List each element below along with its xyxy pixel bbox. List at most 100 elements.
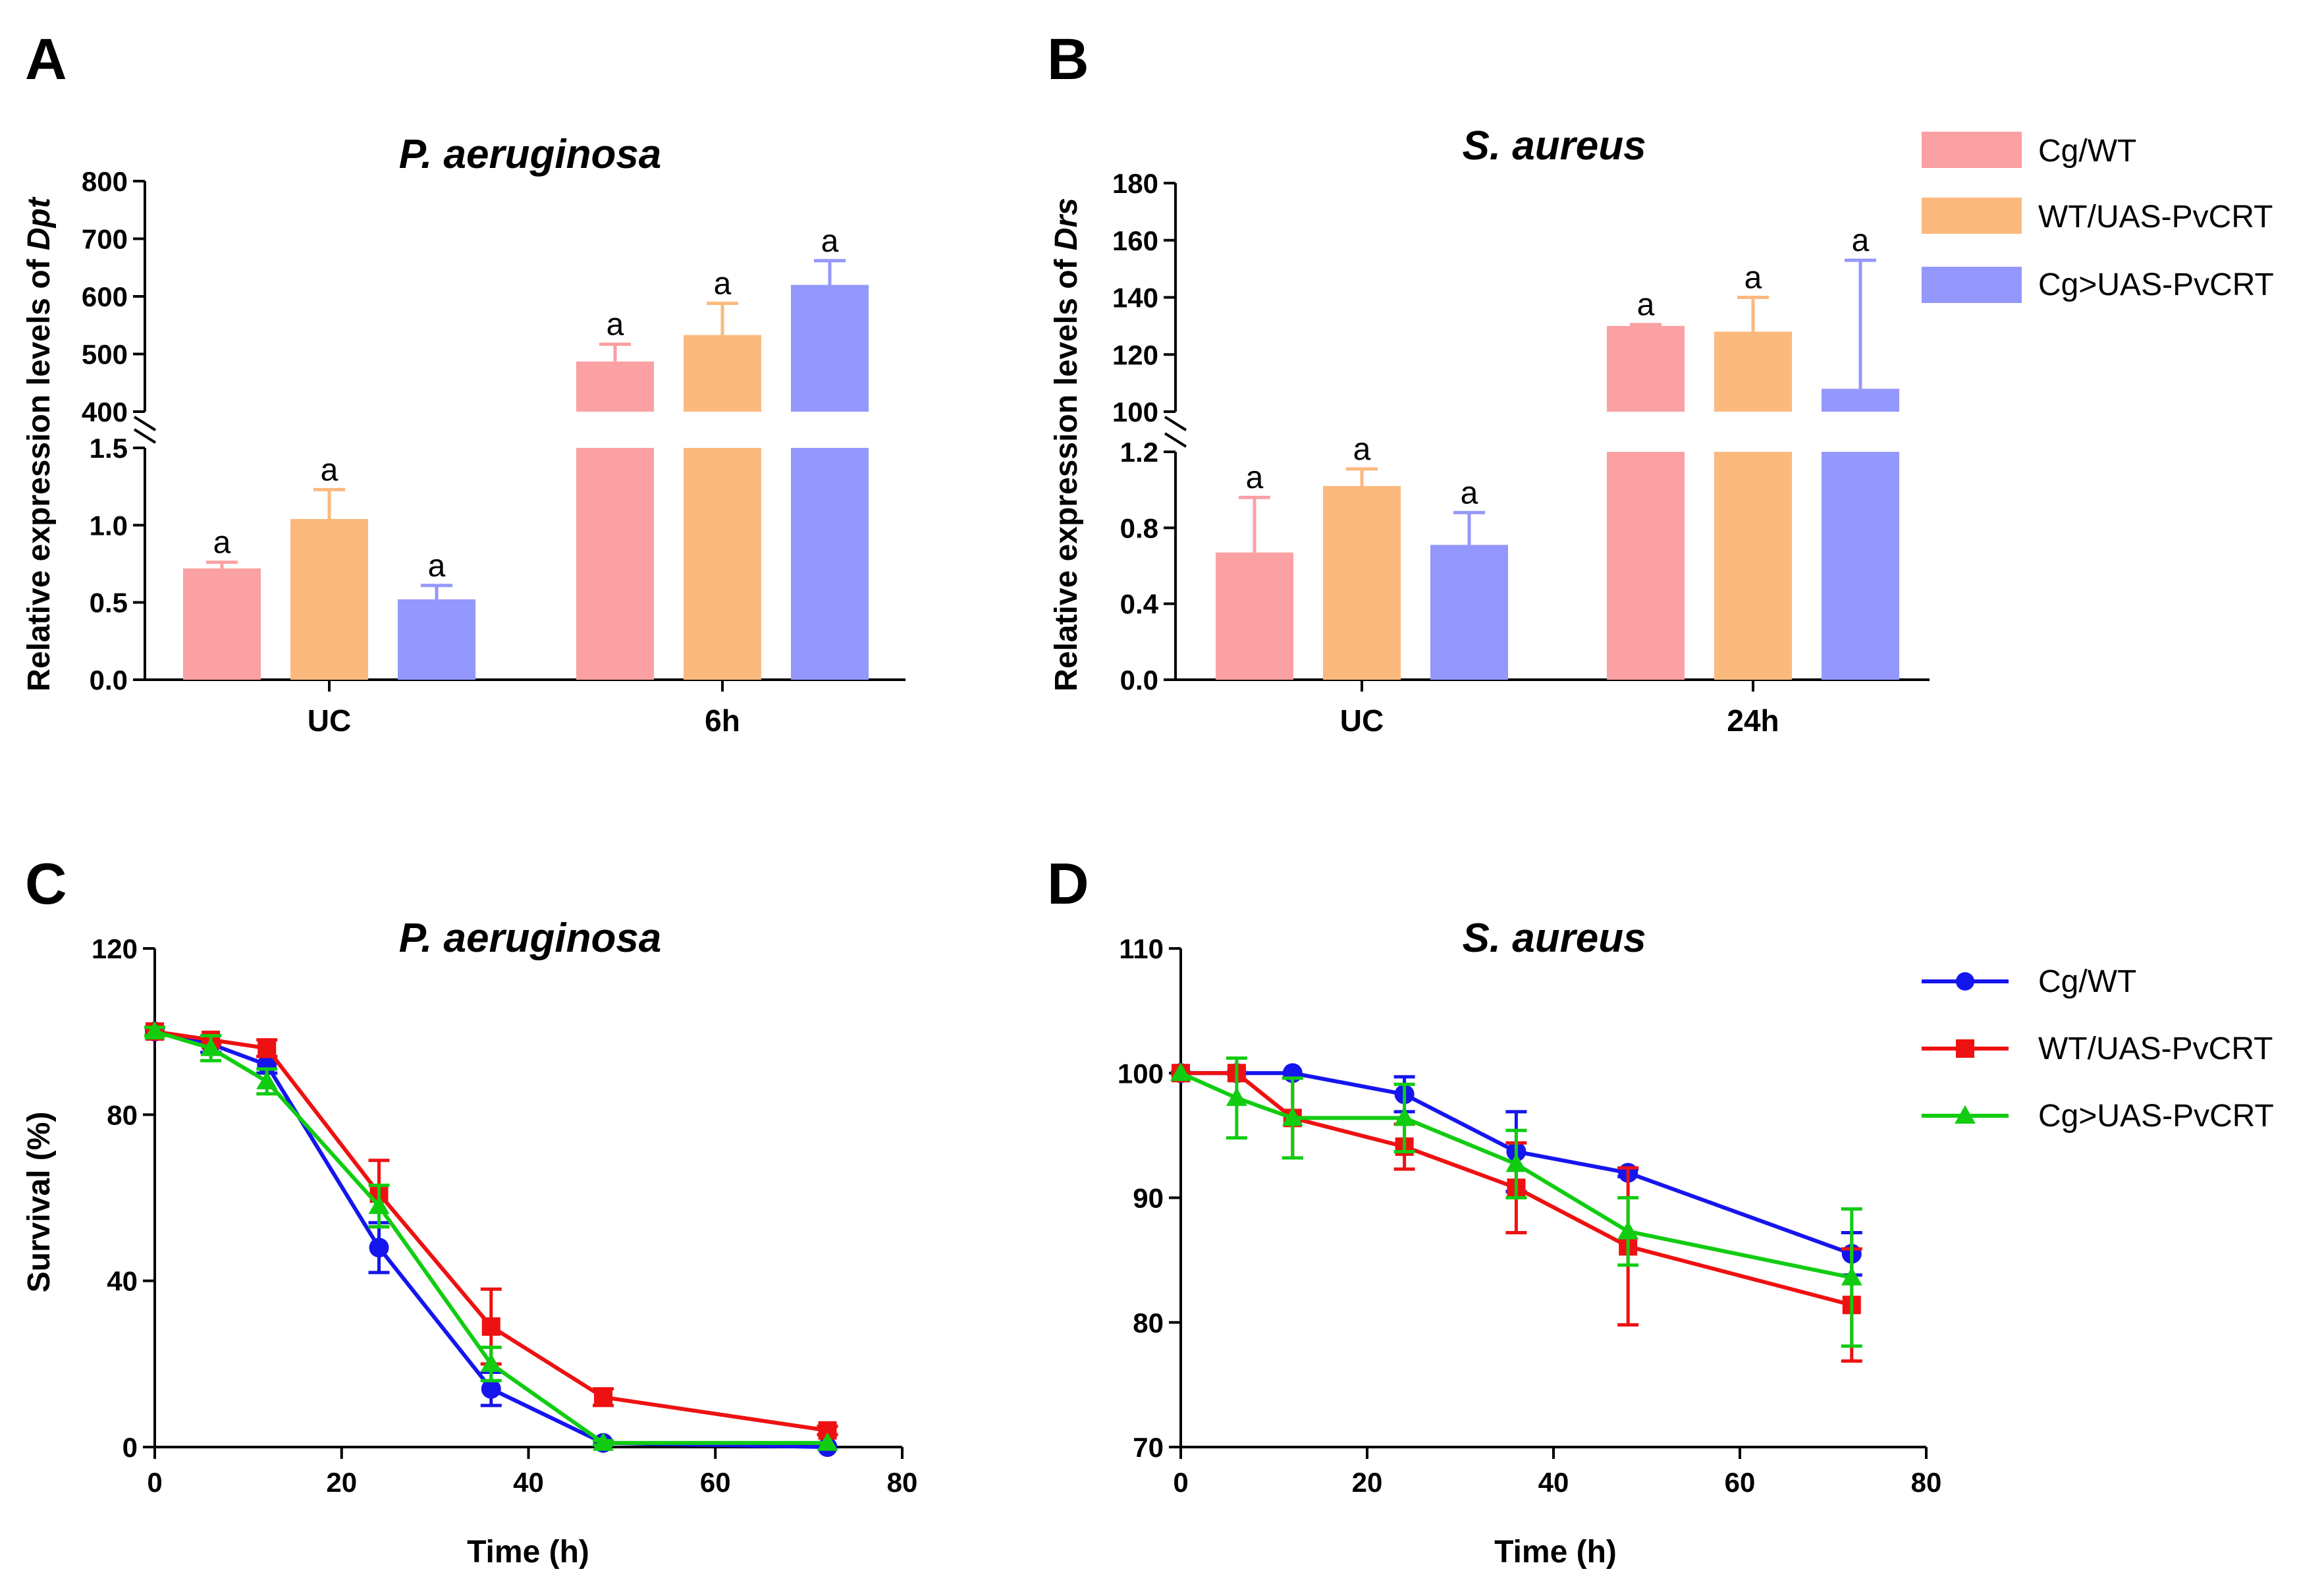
axis-break-mark <box>1164 432 1187 448</box>
bar <box>290 518 368 680</box>
data-point-triangle <box>817 1432 838 1451</box>
data-point-triangle <box>480 1353 502 1372</box>
data-point-square <box>257 1039 277 1058</box>
y-tick-label: 40 <box>107 1266 138 1297</box>
y-tick-label: 600 <box>82 281 128 312</box>
y-tick-label: 0.8 <box>1120 512 1158 543</box>
y-tick-label: 70 <box>1133 1432 1164 1463</box>
panel-letter-d: D <box>1047 851 1089 916</box>
axis-break-mark <box>1164 416 1187 431</box>
data-point-circle <box>369 1238 389 1258</box>
y-tick-label: 80 <box>107 1099 138 1130</box>
axis-break-mark <box>133 416 157 431</box>
data-point-triangle <box>1282 1107 1303 1126</box>
bar-lower-segment <box>1714 452 1792 680</box>
panel-c-title: P. aeruginosa <box>399 916 662 961</box>
y-tick-label: 120 <box>92 933 138 964</box>
x-tick-label: 80 <box>1911 1467 1942 1498</box>
x-tick-label: 0 <box>147 1467 162 1498</box>
significance-label: a <box>213 526 231 561</box>
line-legend-circle-icon <box>1956 972 1974 991</box>
bar-lower-segment <box>791 448 869 680</box>
panel-c-plot: 0 40 80 120 0 20 40 60 80 <box>92 933 917 1498</box>
significance-label: a <box>321 452 338 487</box>
significance-label: a <box>1461 476 1478 510</box>
panel-d-xlabel: Time (h) <box>1494 1535 1617 1570</box>
y-tick-label: 700 <box>82 224 128 255</box>
y-tick-label: 100 <box>1112 397 1158 427</box>
panel-a-title: P. aeruginosa <box>399 132 662 177</box>
panel-a-ylabel-prefix: Relative expression levels of <box>22 250 57 692</box>
y-tick-label: 0.0 <box>90 665 128 696</box>
data-point-triangle <box>1505 1153 1527 1172</box>
x-tick-label: 80 <box>887 1467 918 1498</box>
bar-upper-segment <box>576 361 654 412</box>
panel-b-plot: 0.0 0.4 0.8 1.2 100 120 140 160 180 a a a a a a <box>1112 168 1930 696</box>
bar-legend-label-cg-wt: Cg/WT <box>2038 134 2136 169</box>
y-tick-label: 0.0 <box>1120 665 1158 696</box>
data-point-triangle <box>1170 1062 1191 1081</box>
data-point-triangle <box>1617 1220 1639 1240</box>
data-point-triangle <box>144 1021 165 1040</box>
significance-label: a <box>1246 460 1264 495</box>
y-tick-label: 800 <box>82 166 128 197</box>
y-tick-label: 0.4 <box>1120 589 1159 620</box>
data-point-triangle <box>256 1070 278 1089</box>
bar <box>398 599 475 680</box>
bar-upper-segment <box>1714 331 1792 412</box>
x-tick-label: 40 <box>513 1467 544 1498</box>
data-point-square <box>594 1388 612 1407</box>
x-tick-label: 20 <box>1352 1467 1383 1498</box>
panel-c-ylabel: Survival (%) <box>22 1112 57 1293</box>
bar-lower-segment <box>1607 452 1685 680</box>
significance-label: a <box>1852 223 1870 258</box>
bar-legend-swatch-cg-uas <box>1922 267 2022 303</box>
y-tick-label: 110 <box>1119 933 1164 964</box>
bar-legend-swatch-wt-uas <box>1922 198 2022 234</box>
panel-a-category-6h: 6h <box>705 703 740 738</box>
y-tick-label: 1.0 <box>90 510 128 541</box>
line-legend-square-icon <box>1956 1039 1974 1058</box>
bar <box>1216 552 1293 680</box>
data-point-triangle <box>1393 1107 1415 1126</box>
panel-b-ylabel-prefix: Relative expression levels of <box>1049 250 1084 692</box>
bar-upper-segment <box>1822 389 1899 412</box>
x-tick-label: 0 <box>1173 1467 1188 1498</box>
x-tick-label: 20 <box>326 1467 357 1498</box>
bar-lower-segment <box>1822 452 1899 680</box>
y-tick-label: 1.5 <box>90 433 128 464</box>
line-legend: Cg/WT WT/UAS-PvCRT Cg>UAS-PvCRT <box>1922 964 2274 1134</box>
x-tick-label: 40 <box>1538 1467 1569 1498</box>
line-legend-triangle-icon <box>1955 1105 1976 1124</box>
panel-c-xlabel: Time (h) <box>467 1535 589 1570</box>
data-point-triangle <box>200 1037 222 1056</box>
panel-b-ylabel: Relative expression levels of Drs <box>1049 198 1084 692</box>
significance-label: a <box>714 267 732 302</box>
panel-a-ylabel: Relative expression levels of Dpt <box>22 196 57 692</box>
data-point-triangle <box>593 1432 614 1451</box>
panel-d-plot: 70 80 90 100 110 0 20 40 60 80 <box>1118 933 1941 1498</box>
bar <box>1430 545 1508 680</box>
y-tick-label: 90 <box>1133 1183 1164 1214</box>
panel-b-title: S. aureus <box>1462 123 1646 169</box>
panel-a-category-uc: UC <box>308 703 351 738</box>
bar-lower-segment <box>576 448 654 680</box>
significance-label: a <box>428 549 446 584</box>
bar-upper-segment <box>1607 325 1685 412</box>
axis-break-mark <box>133 428 157 444</box>
x-tick-label: 60 <box>700 1467 731 1498</box>
panel-b-category-uc: UC <box>1340 703 1384 738</box>
significance-label: a <box>1637 288 1655 323</box>
bar-upper-segment <box>791 285 869 412</box>
bar-lower-segment <box>684 448 761 680</box>
y-tick-label: 140 <box>1112 283 1158 314</box>
panel-d-title: S. aureus <box>1462 916 1646 961</box>
y-tick-label: 100 <box>1118 1058 1164 1089</box>
significance-label: a <box>1353 432 1371 467</box>
data-point-triangle <box>1841 1267 1862 1286</box>
panel-letter-c: C <box>25 851 67 916</box>
y-tick-label: 500 <box>82 339 128 370</box>
bar-legend-swatch-cg-wt <box>1922 132 2022 168</box>
significance-label: a <box>1744 261 1762 296</box>
